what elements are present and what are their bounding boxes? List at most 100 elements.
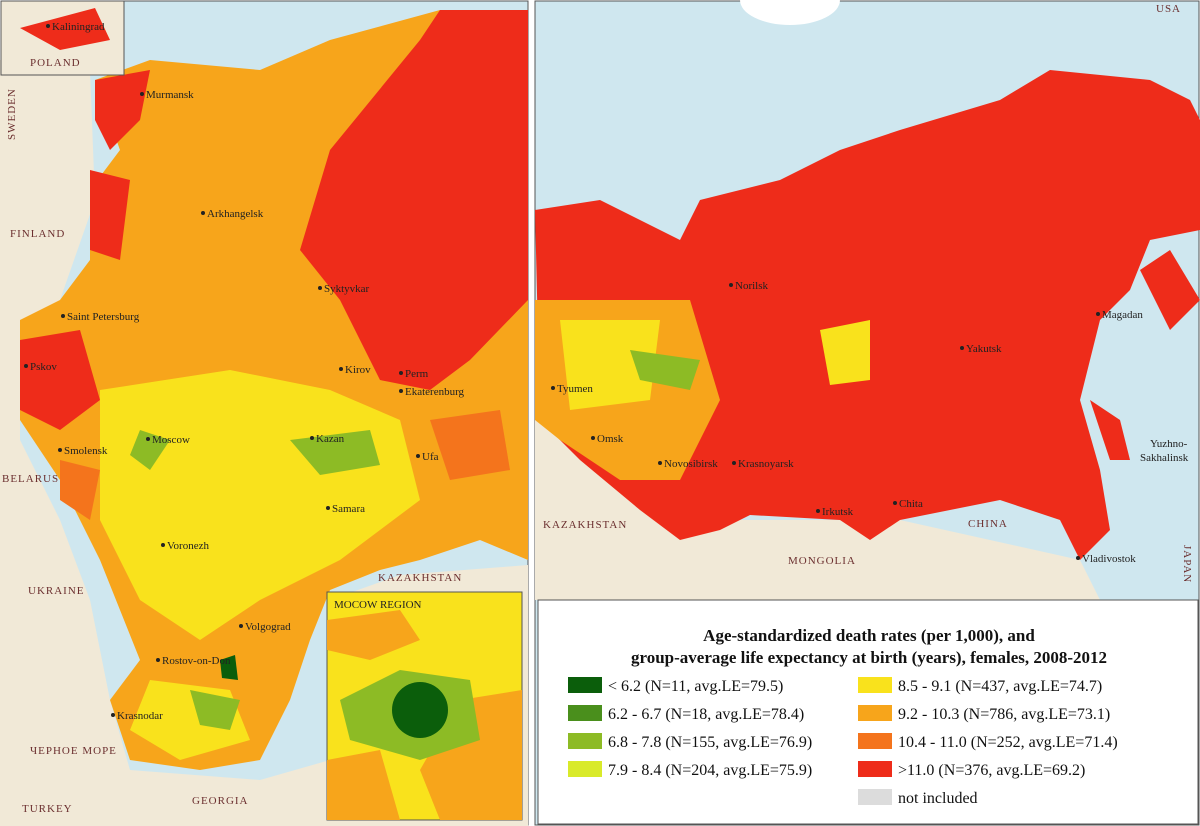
city-label: Chita — [899, 498, 923, 510]
city-label: Syktyvkar — [324, 283, 370, 295]
moscow-orange — [327, 610, 522, 820]
legend-label: 8.5 - 9.1 (N=437, avg.LE=74.7) — [898, 678, 1102, 695]
region-green — [130, 430, 380, 730]
legend-swatch — [858, 677, 892, 693]
legend-title: Age-standardized death rates (per 1,000)… — [703, 626, 1035, 645]
city-label: Ekaterenburg — [405, 386, 465, 398]
country-label: KAZAKHSTAN — [378, 572, 462, 584]
legend-label: < 6.2 (N=11, avg.LE=79.5) — [608, 678, 783, 695]
region-red — [300, 10, 528, 390]
city-dot — [551, 386, 555, 390]
legend-swatch — [568, 705, 602, 721]
city-label: Perm — [405, 368, 429, 380]
city-dot — [201, 211, 205, 215]
city-dot — [658, 461, 662, 465]
legend-swatch — [858, 705, 892, 721]
legend-label: 6.2 - 6.7 (N=18, avg.LE=78.4) — [608, 706, 804, 723]
legend-label: 10.4 - 11.0 (N=252, avg.LE=71.4) — [898, 734, 1118, 751]
city-label: Sakhalinsk — [1140, 452, 1189, 464]
region-red — [1090, 250, 1200, 460]
country-label: TURKEY — [22, 803, 73, 815]
city-label: Krasnodar — [117, 710, 163, 722]
legend-swatch — [858, 761, 892, 777]
city-label: Voronezh — [167, 540, 209, 552]
country-label: MONGOLIA — [788, 555, 856, 567]
city-label: Magadan — [1102, 309, 1143, 321]
city-label: Novosibirsk — [664, 458, 718, 470]
city-dot — [399, 371, 403, 375]
kaliningrad-region — [20, 8, 110, 50]
city-dot — [310, 436, 314, 440]
city-label: Samara — [332, 503, 365, 515]
city-label: Yuzhno- — [1150, 438, 1188, 450]
city-dot — [1096, 312, 1100, 316]
city-dot — [591, 436, 595, 440]
country-label: USA — [1156, 3, 1181, 15]
city-label: Yakutsk — [966, 343, 1002, 355]
city-label: Kirov — [345, 364, 371, 376]
region-yellow — [820, 320, 870, 385]
city-dot — [239, 624, 243, 628]
city-label: Saint Petersburg — [67, 311, 140, 323]
country-label: POLAND — [30, 57, 81, 69]
moscow-city — [392, 682, 448, 738]
city-label: Omsk — [597, 433, 624, 445]
city-dot — [24, 364, 28, 368]
region-green — [630, 350, 700, 390]
left-map — [0, 0, 529, 826]
country-label: KAZAKHSTAN — [543, 519, 627, 531]
region-dark-green — [220, 655, 238, 680]
city-dot — [416, 454, 420, 458]
city-dot — [960, 346, 964, 350]
city-label: Pskov — [30, 361, 57, 373]
country-label: JAPAN — [1181, 545, 1193, 583]
legend-swatch — [568, 761, 602, 777]
city-dot — [339, 367, 343, 371]
city-label: Kazan — [316, 433, 345, 445]
city-dot — [156, 658, 160, 662]
city-dot — [46, 24, 50, 28]
city-dot — [146, 437, 150, 441]
legend-swatch — [858, 789, 892, 805]
city-dot — [893, 501, 897, 505]
city-dot — [1076, 556, 1080, 560]
legend-swatch — [858, 733, 892, 749]
country-label: UKRAINE — [28, 585, 85, 597]
city-label: Krasnoyarsk — [738, 458, 794, 470]
legend-label: 9.2 - 10.3 (N=786, avg.LE=73.1) — [898, 706, 1110, 723]
legend-swatch — [568, 677, 602, 693]
city-label: Norilsk — [735, 280, 769, 292]
city-dot — [58, 448, 62, 452]
city-dot — [326, 506, 330, 510]
ice — [740, 0, 840, 25]
inset-title: MOCOW REGION — [334, 599, 422, 611]
country-label: BELARUS — [2, 473, 59, 485]
region-red — [20, 70, 150, 430]
city-label: Moscow — [152, 434, 190, 446]
legend-label: 6.8 - 7.8 (N=155, avg.LE=76.9) — [608, 734, 812, 751]
city-dot — [399, 389, 403, 393]
country-label: SWEDEN — [6, 88, 18, 140]
city-dot — [111, 713, 115, 717]
city-label: Tyumen — [557, 383, 593, 395]
city-label: Volgograd — [245, 621, 291, 633]
city-label: Arkhangelsk — [207, 208, 264, 220]
city-label: Murmansk — [146, 89, 194, 101]
city-dot — [61, 314, 65, 318]
city-label: Ufa — [422, 451, 439, 463]
city-dot — [161, 543, 165, 547]
legend-swatch — [568, 733, 602, 749]
sea-label: ЧЕРНОЕ МОРЕ — [30, 745, 117, 757]
city-dot — [816, 509, 820, 513]
region-yellow — [560, 320, 660, 410]
city-dot — [729, 283, 733, 287]
city-label: Smolensk — [64, 445, 108, 457]
city-label: Irkutsk — [822, 506, 854, 518]
land — [535, 400, 1100, 600]
city-label: Kaliningrad — [52, 21, 105, 33]
legend-label: 7.9 - 8.4 (N=204, avg.LE=75.9) — [608, 762, 812, 779]
region-dark-orange — [60, 410, 510, 520]
city-dot — [732, 461, 736, 465]
country-label: FINLAND — [10, 228, 65, 240]
